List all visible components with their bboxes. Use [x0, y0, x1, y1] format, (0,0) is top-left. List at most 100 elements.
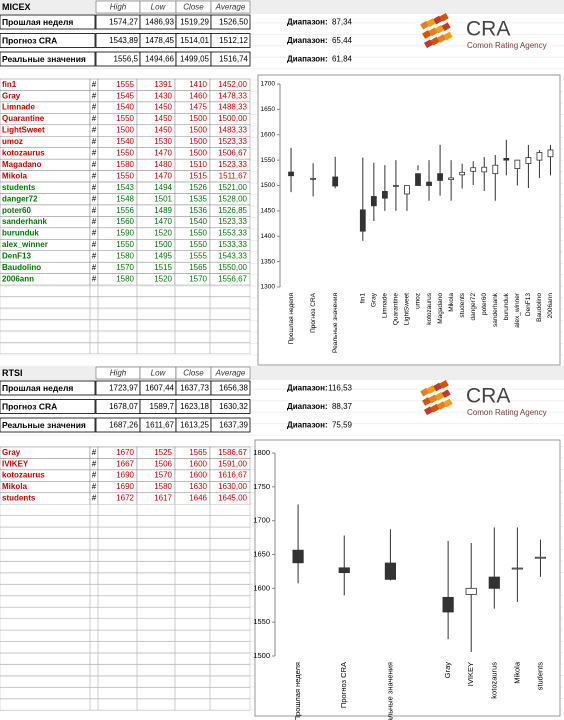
row-label: Реальные значения: [2, 54, 86, 64]
row-marker: #: [92, 80, 97, 89]
logo-tile: [426, 18, 436, 27]
logo-tile: [433, 15, 443, 25]
value: 1678,07: [109, 402, 138, 411]
row-marker: #: [92, 206, 97, 215]
row-marker: #: [92, 482, 97, 491]
candle-body: [534, 556, 547, 559]
value: 1478,45: [145, 36, 174, 45]
participant-name: DenF13: [2, 252, 31, 261]
row-label-cell: [0, 399, 96, 414]
value: 1494,66: [145, 55, 174, 64]
row-marker: #: [92, 471, 97, 480]
row-marker: #: [92, 194, 97, 203]
candle-body: [503, 158, 510, 161]
value-cell: [210, 417, 251, 433]
row-label: Прогноз CRA: [2, 401, 57, 411]
value: 1521,00: [218, 183, 247, 192]
candle-body: [536, 152, 543, 161]
value: 1500: [189, 149, 207, 158]
logo-name: CRA: [466, 18, 510, 41]
value: 1589,7: [150, 402, 175, 411]
candle-body: [547, 149, 554, 158]
value: 1616,67: [218, 471, 247, 480]
value: 1410: [189, 80, 207, 89]
row-marker: #: [92, 183, 97, 192]
participant-name: burunduk: [2, 229, 39, 238]
y-tick-label: 1600: [253, 583, 270, 592]
y-tick-label: 1350: [261, 258, 276, 265]
value: 1540: [189, 217, 207, 226]
value: 1511,67: [219, 171, 248, 180]
row-label-cell: [0, 417, 96, 433]
range-value: 88,37: [332, 402, 353, 411]
value: 1450: [154, 103, 172, 112]
header-row: [0, 0, 564, 14]
column-header: Low: [151, 3, 167, 12]
row-marker: #: [92, 459, 97, 468]
value: 1533,33: [218, 240, 247, 249]
value: 1526,50: [219, 18, 248, 27]
value: 1570: [116, 263, 134, 272]
value: 1646: [189, 494, 207, 503]
value: 1550: [189, 240, 207, 249]
candle-body: [359, 209, 366, 232]
candle-body: [370, 196, 377, 207]
y-tick-label: 1700: [253, 516, 270, 525]
participant-name: Limnade: [2, 103, 35, 112]
value: 1550: [116, 149, 134, 158]
row-marker: #: [92, 114, 97, 123]
column-header: Average: [215, 3, 246, 12]
row-marker: #: [92, 494, 97, 503]
logo-tile: [424, 39, 434, 49]
value: 1645,00: [218, 494, 247, 503]
value: 1528,00: [218, 194, 247, 203]
value: 1550: [116, 240, 134, 249]
logo-tile: [441, 389, 451, 399]
value: 1600: [189, 459, 207, 468]
logo-tile: [437, 34, 447, 43]
row-marker: #: [92, 448, 97, 457]
value: 1613,25: [180, 421, 209, 430]
value: 1574,27: [109, 18, 138, 27]
value: 1520: [154, 229, 172, 238]
column-header: Close: [183, 3, 204, 12]
logo-tile: [430, 36, 440, 46]
logo-tile: [424, 406, 434, 416]
candle-body: [288, 171, 294, 177]
y-tick-label: 1550: [261, 157, 276, 164]
logo-tile: [439, 13, 449, 22]
range-label: Диапазон:: [287, 55, 328, 64]
value: 1486,93: [145, 18, 174, 27]
row-marker: #: [92, 252, 97, 261]
value: 1501: [154, 194, 172, 203]
value: 1500: [189, 126, 207, 135]
value: 1687,26: [109, 421, 138, 430]
x-tick-label: burunduk: [503, 292, 510, 320]
value: 1667: [116, 459, 134, 468]
value: 1391: [154, 80, 172, 89]
row-label-cell: [0, 33, 96, 48]
value: 1550: [189, 229, 207, 238]
empty-cell: [209, 342, 251, 355]
value: 1526,85: [218, 206, 247, 215]
range-value: 61,84: [332, 55, 353, 64]
logo-tile: [426, 385, 436, 394]
logo-tile: [428, 394, 438, 404]
y-tick-label: 1750: [253, 482, 270, 491]
value: 1514,01: [180, 36, 209, 45]
row-label-cell: [0, 14, 96, 30]
value: 1690: [116, 471, 134, 480]
value-cell: [210, 14, 251, 30]
x-tick-label: poter60: [481, 293, 488, 315]
range-value: 75,59: [332, 421, 353, 430]
logo-tile: [422, 397, 432, 406]
row-marker: #: [92, 91, 97, 100]
value: 1550: [116, 114, 134, 123]
header-cell: [210, 366, 251, 380]
candle-body: [492, 164, 499, 175]
value: 1523,33: [218, 160, 247, 169]
y-tick-label: 1650: [253, 549, 270, 558]
y-tick-label: 1400: [261, 233, 276, 240]
value: 1540: [116, 103, 134, 112]
value: 1536: [189, 206, 207, 215]
